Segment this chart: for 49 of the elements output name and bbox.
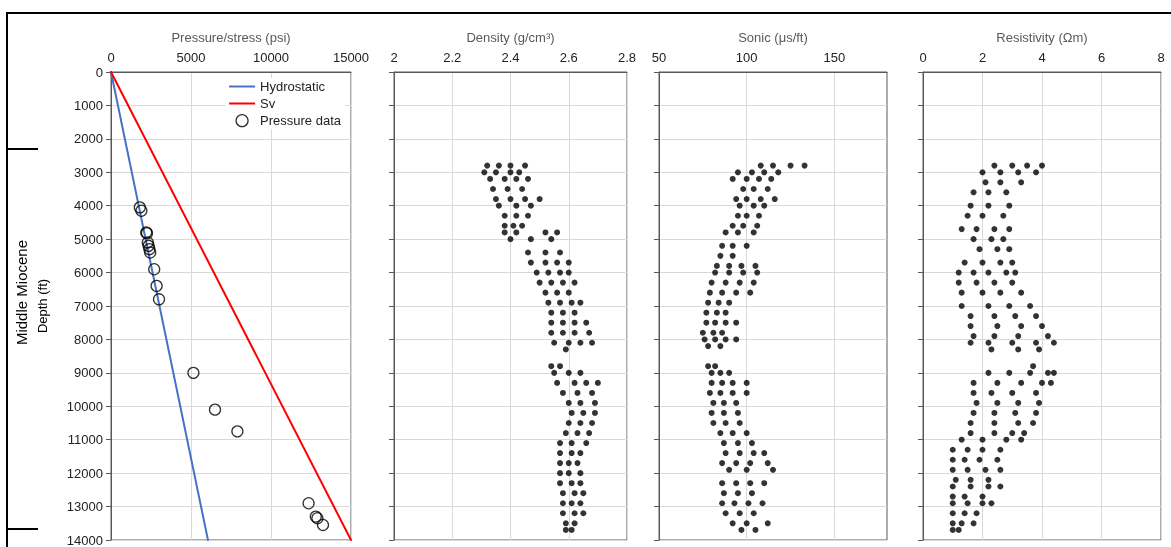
x-tick-label: 15000 [332,50,370,65]
x-tick-label: 10000 [252,50,290,65]
legend-label: Hydrostatic [260,79,326,94]
y-tick-label: 2000 [74,131,103,147]
x-tick-label: 0 [919,50,927,65]
point [187,366,200,379]
y-tick-label: 12000 [66,465,103,481]
x-tick-label: 100 [735,50,758,65]
x-axis-title: Density (g/cm³) [466,30,555,45]
x-tick-label: 2.8 [617,50,637,65]
x-tick-label: 50 [651,50,667,65]
x-axis-title: Resistivity (Ωm) [996,30,1088,45]
point [302,497,315,510]
y-tick-label: 13000 [66,499,103,515]
x-tick-label: 2 [978,50,987,65]
y-tick-label: 14000 [66,532,103,547]
x-tick-label: 0 [107,50,115,65]
point [208,403,222,416]
y-tick-label: 1000 [74,97,103,113]
y-tick-label: 9000 [74,365,103,381]
x-axis-title: Sonic (μs/ft) [738,30,808,45]
y-tick-label: 7000 [74,298,103,314]
x-tick-label: 2.2 [443,50,462,65]
y-tick-label: 0 [95,64,103,80]
y-tick-label: 8000 [74,331,103,347]
y-tick-label: 3000 [74,164,103,180]
y-tick-label: 11000 [67,432,103,448]
point [150,279,163,293]
point [152,293,166,306]
x-tick-label: 5000 [176,50,206,65]
x-tick-label: 8 [1157,50,1165,65]
y-tick-label: 4000 [74,198,103,214]
x-tick-label: 2 [390,50,398,65]
legend-label: Sv [260,96,276,111]
legend-label: Pressure data [260,113,342,129]
text: Middle Miocene [13,239,30,346]
x-tick-label: 150 [823,50,846,65]
y-axis-title: Depth (ft) [35,278,50,334]
x-tick-label: 2.6 [559,50,578,65]
point [316,518,330,532]
y-tick-label: 6000 [74,265,103,281]
x-tick-label: 4 [1038,50,1046,65]
x-axis-title: Pressure/stress (psi) [171,30,291,45]
point [148,263,161,276]
y-tick-label: 5000 [74,231,103,247]
x-tick-label: 2.4 [501,50,520,65]
point [231,425,244,438]
x-tick-label: 6 [1097,50,1106,65]
y-tick-label: 10000 [66,398,103,414]
